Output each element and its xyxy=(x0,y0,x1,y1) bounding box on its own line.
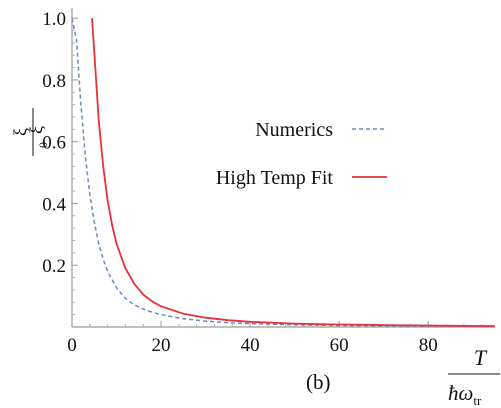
plot-frame xyxy=(71,8,495,328)
series-layer xyxy=(71,18,496,328)
panel-label: (b) xyxy=(306,370,331,394)
y-tick-label: 0.8 xyxy=(42,71,66,92)
x-tick-label: 20 xyxy=(152,335,171,356)
y-axis-label: ξ ξ 0 xyxy=(10,108,50,156)
y-tick-label: 0.4 xyxy=(42,194,66,215)
x-tick-label: 0 xyxy=(67,335,77,356)
series-line-high-temp-fit xyxy=(91,18,496,327)
legend: Numerics High Temp Fit xyxy=(216,119,387,189)
y-axis-label-denominator-sub: 0 xyxy=(36,142,50,148)
y-axis-label-denominator: ξ xyxy=(26,126,46,134)
x-tick-label: 60 xyxy=(330,335,349,356)
y-tick-label: 1.0 xyxy=(42,9,66,30)
series-line-numerics xyxy=(71,18,496,328)
x-axis-label-numerator: T xyxy=(474,345,488,370)
y-tick-label: 0.2 xyxy=(42,256,66,277)
x-tick-label: 40 xyxy=(241,335,260,356)
y-tick-label: 0.6 xyxy=(42,133,66,154)
x-axis-label: T ħωtr xyxy=(448,345,500,408)
x-tick-label: 80 xyxy=(419,335,438,356)
y-ticks: 0.2 0.4 0.6 0.8 1.0 xyxy=(42,9,78,316)
legend-label-high-temp-fit: High Temp Fit xyxy=(216,167,334,189)
legend-label-numerics: Numerics xyxy=(255,119,333,141)
x-axis-label-denominator: ħωtr xyxy=(448,381,482,408)
x-axis-label-denominator-sub: tr xyxy=(473,393,482,408)
y-axis-label-numerator: ξ xyxy=(10,128,30,136)
x-axis-label-denominator-main: ħω xyxy=(448,381,473,405)
